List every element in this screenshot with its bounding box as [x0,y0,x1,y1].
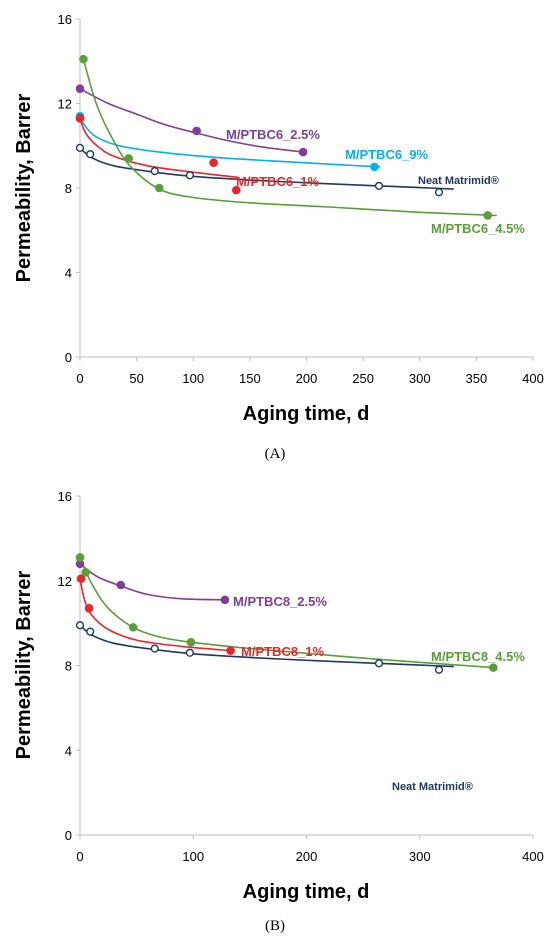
data-point-m-ptbc8-4-5 [489,663,498,672]
data-point-m-ptbc8-2-5 [116,580,126,590]
x-tick-label: 300 [409,371,431,386]
x-axis-label: Aging time, d [243,881,370,903]
data-point-neat-matrimid [75,621,85,630]
series-line-m-ptbc8-4-5 [79,557,494,669]
chart-marks: 0 4 8 12 16 0 100 200 300 400 [58,489,544,864]
x-tick-label: 100 [182,849,204,864]
y-tick-label: 12 [58,97,72,112]
data-point-m-ptbc8-1 [76,574,86,583]
data-point-m-ptbc8-1 [226,646,235,655]
series-label-ptbc6-4-5: M/PTBC6_4.5% [431,221,525,236]
series-label-ptbc6-9: M/PTBC6_9% [345,147,429,162]
panel-caption-a: (A) [264,446,286,462]
series-line-m-ptbc6-2-5 [79,87,304,153]
data-point-m-ptbc8-1 [84,603,94,613]
y-tick-label: 4 [65,266,72,281]
data-point-m-ptbc6-2-5 [298,147,308,157]
y-tick-label: 4 [65,743,72,758]
data-point-m-ptbc6-4-5 [79,54,88,64]
data-point-m-ptbc6-4-5 [483,211,493,220]
x-tick-label: 150 [239,371,261,386]
data-point-m-ptbc6-4-5 [124,154,133,163]
chart-panel-a: 0 4 8 12 16 0 50 100 150 200 250 300 350 400 Permeabi… [13,12,544,425]
y-tick-label: 16 [58,12,72,27]
data-point-m-ptbc8-4-5 [128,623,138,632]
x-tick-label: 0 [76,371,83,386]
y-axis-label: Permeability, Barrer [13,93,35,282]
data-point-neat-matrimid [434,188,444,197]
data-point-m-ptbc6-9 [370,162,379,172]
series-line-m-ptbc6-9 [79,115,381,168]
y-tick-label: 16 [58,489,72,504]
data-point-m-ptbc6-1 [75,113,85,123]
x-tick-label: 250 [352,371,374,386]
y-tick-label: 8 [65,181,72,196]
series-label-ptbc8-1: M/PTBC8_1% [241,644,325,659]
series-label-ptbc6-1: M/PTBC6_1% [236,174,320,189]
x-tick-label: 300 [409,849,431,864]
data-point-neat-matrimid [374,181,384,190]
data-point-m-ptbc6-1 [209,158,218,167]
series-line-m-ptbc6-4-5 [82,58,497,217]
data-point-neat-matrimid [434,665,444,674]
data-point-neat-matrimid [374,659,384,668]
y-tick-label: 12 [58,574,72,589]
series-line-neat-matrimid [79,147,454,190]
data-point-neat-matrimid [150,167,159,176]
series-label-ptbc6-2-5: M/PTBC6_2.5% [226,127,320,142]
series-line-m-ptbc6-1 [79,118,239,179]
data-point-m-ptbc8-2-5 [220,595,230,605]
y-tick-label: 8 [65,659,72,674]
data-point-neat-matrimid [150,644,159,653]
series-label-ptbc8-4-5: M/PTBC8_4.5% [431,649,525,664]
chart-marks: 0 4 8 12 16 0 50 100 150 200 250 300 350 400 [58,12,544,386]
data-point-m-ptbc8-4-5 [186,637,196,647]
x-tick-label: 200 [296,849,318,864]
data-point-m-ptbc6-1 [231,185,241,195]
data-point-neat-matrimid [86,627,95,636]
data-point-m-ptbc6-2-5 [75,84,85,94]
data-point-neat-matrimid [86,150,95,159]
series-label-ptbc8-2-5: M/PTBC8_2.5% [233,594,327,609]
data-point-m-ptbc8-4-5 [81,567,90,577]
series-line-m-ptbc8-2-5 [79,563,226,601]
series-line-neat-matrimid [79,624,454,668]
x-tick-label: 350 [466,371,488,386]
chart-panel-b: 0 4 8 12 16 0 100 200 300 400 Permeability, Barre… [13,489,544,903]
data-point-m-ptbc6-4-5 [154,183,164,193]
x-tick-label: 100 [182,371,204,386]
data-point-m-ptbc8-4-5 [75,553,85,562]
data-point-neat-matrimid [75,143,85,152]
y-tick-label: 0 [65,350,72,365]
data-point-neat-matrimid [185,648,194,657]
y-axis-label: Permeability, Barrer [13,570,35,759]
x-tick-label: 0 [76,849,83,864]
x-tick-label: 200 [296,371,318,386]
x-axis-label: Aging time, d [243,403,370,425]
series-label-neat-matrimid-b: Neat Matrimid® [392,781,473,793]
y-tick-label: 0 [65,828,72,843]
series-line-m-ptbc8-1 [79,578,233,652]
data-point-neat-matrimid [185,171,194,180]
x-tick-label: 400 [522,849,544,864]
data-point-m-ptbc6-2-5 [192,126,201,136]
x-tick-label: 50 [129,371,143,386]
panel-caption-b: (B) [265,918,285,934]
x-tick-label: 400 [522,371,544,386]
series-label-neat-matrimid-a: Neat Matrimid® [418,175,499,187]
